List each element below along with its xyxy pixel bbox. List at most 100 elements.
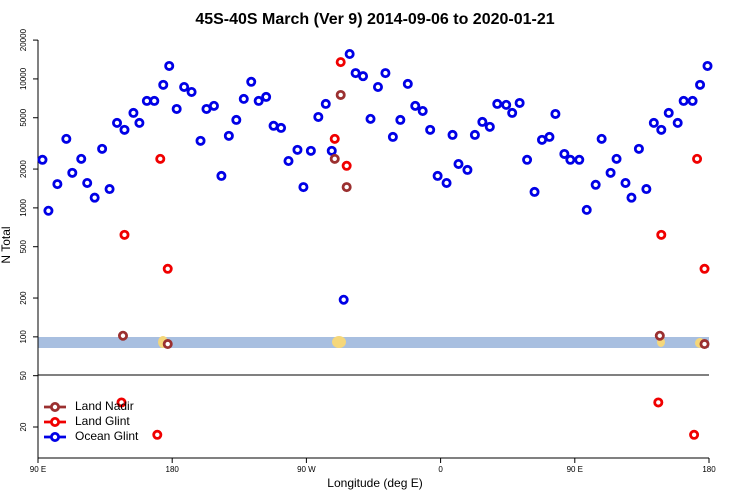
point (326, 145, 337, 156)
point (501, 99, 512, 110)
mask-blob (332, 336, 346, 348)
point (231, 114, 242, 125)
point (313, 111, 324, 122)
point (119, 124, 130, 135)
point (447, 129, 458, 140)
point (52, 179, 63, 190)
point (372, 81, 383, 92)
legend-label: Land Glint (75, 414, 130, 428)
x-tick-label: 180 (166, 465, 180, 474)
point (43, 205, 54, 216)
point (164, 60, 175, 71)
point (484, 121, 495, 132)
chart-title: 45S-40S March (Ver 9) 2014-09-06 to 2020… (195, 11, 554, 28)
point (507, 107, 518, 118)
point (329, 153, 340, 164)
point (663, 107, 674, 118)
point (152, 429, 163, 440)
point (117, 330, 128, 341)
legend-label: Ocean Glint (75, 429, 139, 443)
point (261, 91, 272, 102)
legend-marker (50, 401, 61, 412)
point (469, 129, 480, 140)
mask-band (38, 337, 709, 348)
point (387, 131, 398, 142)
y-tick-label: 100 (19, 330, 28, 344)
point (656, 229, 667, 240)
point (76, 153, 87, 164)
point (654, 330, 665, 341)
point (186, 86, 197, 97)
point (305, 145, 316, 156)
point (380, 68, 391, 79)
y-tick-label: 500 (19, 239, 28, 253)
point (689, 429, 700, 440)
point (648, 117, 659, 128)
legend-label: Land Nadir (75, 399, 134, 413)
point (104, 184, 115, 195)
point (155, 153, 166, 164)
point (477, 116, 488, 127)
point (344, 49, 355, 60)
point (338, 294, 349, 305)
point (208, 100, 219, 111)
y-axis-label: N Total (0, 226, 13, 263)
point (653, 397, 664, 408)
point (492, 98, 503, 109)
point (656, 124, 667, 135)
point (633, 143, 644, 154)
point (89, 192, 100, 203)
y-tick-label: 10000 (19, 67, 28, 90)
point (522, 154, 533, 165)
legend-marker (50, 416, 61, 427)
point (432, 170, 443, 181)
point (605, 167, 616, 178)
x-tick-label: 180 (702, 465, 716, 474)
point (128, 107, 139, 118)
point (687, 95, 698, 106)
point (149, 95, 160, 106)
point (695, 79, 706, 90)
point (67, 167, 78, 178)
point (395, 114, 406, 125)
point (529, 186, 540, 197)
point (425, 124, 436, 135)
point (672, 117, 683, 128)
point (358, 71, 369, 82)
point (462, 164, 473, 175)
point (195, 135, 206, 146)
point (611, 153, 622, 164)
point (97, 143, 108, 154)
land-mask (38, 336, 709, 348)
point (37, 154, 48, 165)
point (620, 177, 631, 188)
y-tick-label: 5000 (19, 108, 28, 126)
y-tick-label: 200 (19, 291, 28, 305)
x-tick-label: 0 (438, 465, 443, 474)
point (565, 154, 576, 165)
point (702, 60, 713, 71)
y-tick-label: 20000 (19, 28, 28, 51)
point (574, 154, 585, 165)
point (341, 160, 352, 171)
point (699, 339, 710, 350)
point (116, 397, 127, 408)
point (61, 133, 72, 144)
point (329, 133, 340, 144)
y-tick-label: 1000 (19, 198, 28, 216)
point (581, 204, 592, 215)
point (162, 339, 173, 350)
point (514, 97, 525, 108)
y-tick-label: 2000 (19, 160, 28, 178)
point (692, 153, 703, 164)
point (335, 57, 346, 68)
point (134, 117, 145, 128)
point (292, 144, 303, 155)
y-tick-label: 50 (19, 371, 28, 380)
point (626, 192, 637, 203)
point (544, 131, 555, 142)
point (699, 263, 710, 274)
point (441, 177, 452, 188)
point (417, 105, 428, 116)
